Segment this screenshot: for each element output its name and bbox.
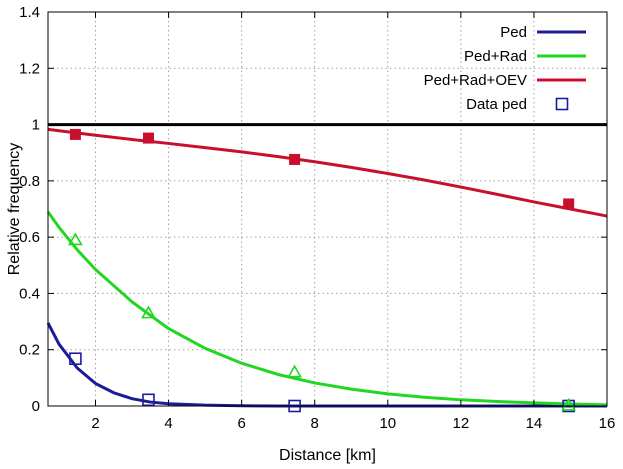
x-tick-label: 2 xyxy=(91,415,99,432)
data-point-filled-square xyxy=(69,128,81,140)
data-point-filled-square xyxy=(289,153,301,165)
data-point-filled-square xyxy=(563,198,575,210)
y-tick-label: 0 xyxy=(32,398,40,415)
y-axis-title: Relative frequency xyxy=(6,143,23,276)
x-tick-label: 6 xyxy=(237,415,245,432)
data-point-triangle xyxy=(561,397,577,411)
series-line xyxy=(46,322,607,408)
plot-frame xyxy=(47,11,608,407)
data-point-square xyxy=(69,352,82,366)
y-tick-label: 0.4 xyxy=(19,285,40,302)
legend-label: Ped xyxy=(500,24,527,41)
y-tick-label: 0.8 xyxy=(19,173,40,190)
series-line xyxy=(47,127,608,218)
legend-swatch-square xyxy=(555,97,569,111)
data-point-square xyxy=(142,393,155,407)
series-layer xyxy=(46,127,608,408)
x-tick-label: 12 xyxy=(453,415,470,432)
legend-label: Data ped xyxy=(466,96,527,113)
marker-layer xyxy=(68,128,577,413)
legend-label: Ped+Rad xyxy=(464,48,527,65)
series-line xyxy=(46,210,608,407)
tick-layer: 0 0.2 0.4 0.6 0.8 1 1.2 1.4 2 4 6 8 10 12 14 16 xyxy=(19,4,615,432)
y-tick-label: 1.2 xyxy=(19,60,40,77)
legend-label: Ped+Rad+OEV xyxy=(424,72,527,89)
y-tick-label: 0.2 xyxy=(19,342,40,359)
y-tick-label: 0.6 xyxy=(19,229,40,246)
x-tick-label: 10 xyxy=(379,415,396,432)
x-tick-label: 14 xyxy=(526,415,543,432)
y-tick-label: 1 xyxy=(32,117,40,134)
x-tick-label: 8 xyxy=(311,415,319,432)
y-tick-label: 1.4 xyxy=(19,4,40,21)
data-point-triangle xyxy=(68,232,83,246)
x-axis-title: Distance [km] xyxy=(279,447,376,464)
data-point-triangle xyxy=(141,305,156,319)
x-tick-label: 4 xyxy=(164,415,172,432)
legend: Ped Ped+Rad Ped+Rad+OEV Data ped xyxy=(424,24,586,113)
data-point-triangle xyxy=(287,364,302,378)
x-tick-label: 16 xyxy=(599,415,616,432)
data-point-filled-square xyxy=(142,132,154,144)
